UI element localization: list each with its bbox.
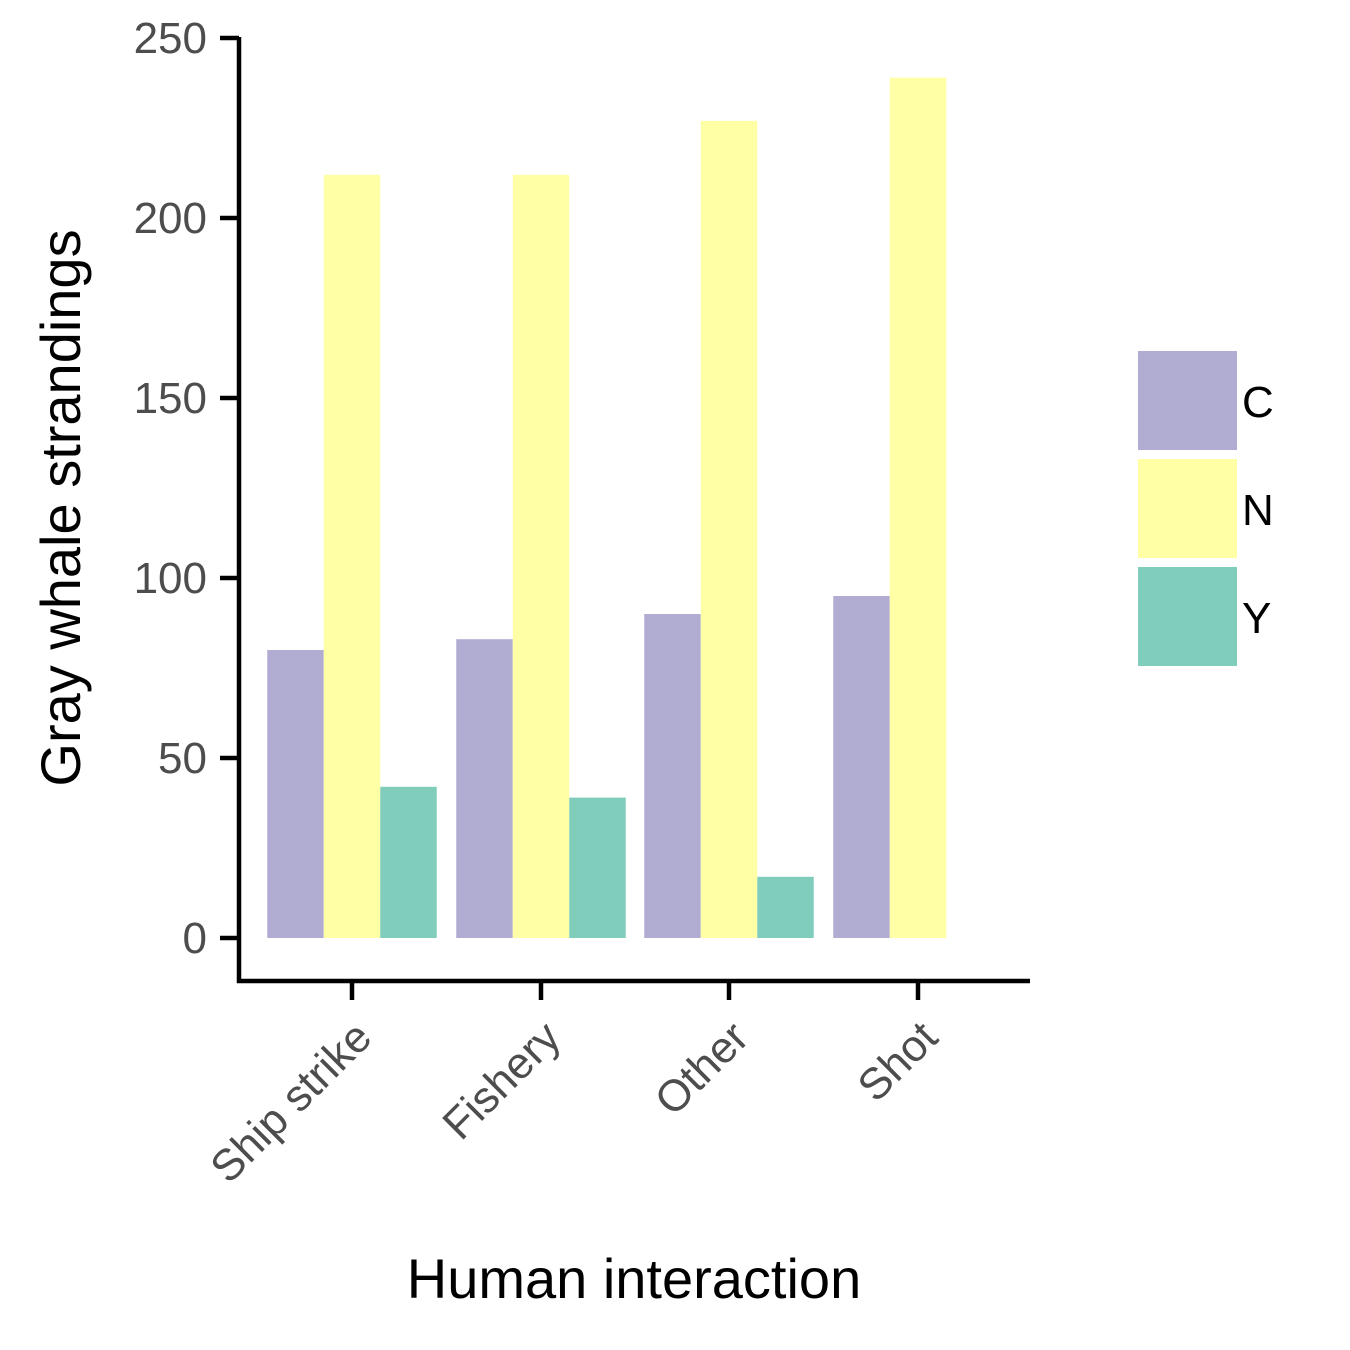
y-tick-label: 150 [134, 374, 207, 423]
legend-key-y [1138, 567, 1237, 666]
x-tick-label: Fishery [433, 1012, 570, 1149]
y-tick-label: 200 [134, 194, 207, 243]
legend-label-n: N [1242, 486, 1274, 535]
y-tick-label: 100 [134, 554, 207, 603]
bar-ship-strike-y [380, 786, 437, 938]
y-axis-title: Gray whale strandings [29, 229, 92, 786]
legend-label-y: Y [1242, 594, 1271, 643]
x-axis-title: Human interaction [407, 1247, 861, 1310]
legend: C N Y [1138, 351, 1274, 666]
legend-label-c: C [1242, 378, 1274, 427]
bar-ship-strike-c [267, 650, 324, 938]
x-tick-label: Ship strike [201, 1012, 381, 1192]
bars-group [267, 77, 947, 939]
axes-group [236, 37, 1030, 984]
y-tick-label: 250 [134, 14, 207, 63]
y-tick-label: 0 [183, 914, 207, 963]
bar-other-n [700, 120, 758, 939]
y-tick-label: 50 [158, 734, 207, 783]
bar-fishery-y [569, 797, 626, 938]
x-ticks-group: Ship strike Fishery Other Shot [201, 981, 947, 1192]
bar-shot-n [889, 77, 947, 939]
bar-shot-c [833, 596, 890, 938]
x-tick-label: Other [646, 1012, 758, 1124]
bar-fishery-c [456, 639, 513, 938]
legend-key-n [1138, 459, 1237, 558]
y-ticks-group: 0 50 100 150 200 250 [134, 14, 239, 963]
bar-other-c [644, 614, 701, 938]
bar-ship-strike-n [323, 174, 381, 939]
x-tick-label: Shot [848, 1012, 947, 1111]
legend-key-c [1138, 351, 1237, 450]
bar-fishery-n [512, 174, 570, 939]
bar-other-y [757, 876, 814, 938]
